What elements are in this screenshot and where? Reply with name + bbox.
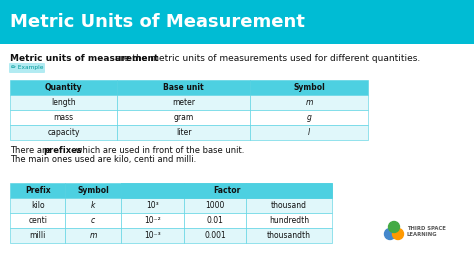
Bar bbox=[121, 213, 183, 228]
Bar bbox=[0, 0, 474, 44]
Text: capacity: capacity bbox=[47, 128, 80, 137]
Bar bbox=[10, 80, 118, 95]
Text: Symbol: Symbol bbox=[293, 83, 325, 92]
Text: ✏ Example: ✏ Example bbox=[11, 65, 43, 70]
Bar bbox=[65, 183, 121, 198]
Text: milli: milli bbox=[29, 231, 46, 240]
Text: kilo: kilo bbox=[31, 201, 45, 210]
Bar bbox=[250, 110, 368, 125]
Text: Metric units of measurement: Metric units of measurement bbox=[10, 54, 158, 63]
Text: hundredth: hundredth bbox=[269, 216, 310, 225]
Bar bbox=[65, 213, 121, 228]
Bar bbox=[10, 125, 118, 140]
Bar bbox=[118, 80, 250, 95]
Bar bbox=[10, 110, 118, 125]
Text: centi: centi bbox=[28, 216, 47, 225]
Text: 10³: 10³ bbox=[146, 201, 159, 210]
Text: l: l bbox=[308, 128, 310, 137]
Text: length: length bbox=[51, 98, 76, 107]
Text: THIRD SPACE: THIRD SPACE bbox=[407, 226, 446, 232]
Text: Factor: Factor bbox=[213, 186, 240, 195]
Bar bbox=[121, 228, 183, 243]
Text: m: m bbox=[305, 98, 313, 107]
Bar bbox=[183, 213, 246, 228]
Text: 0.001: 0.001 bbox=[204, 231, 226, 240]
Bar bbox=[65, 198, 121, 213]
Bar bbox=[121, 183, 332, 198]
Text: thousand: thousand bbox=[271, 201, 307, 210]
Bar bbox=[183, 183, 246, 198]
Text: thousandth: thousandth bbox=[267, 231, 311, 240]
Text: 10⁻²: 10⁻² bbox=[144, 216, 161, 225]
Text: prefixes: prefixes bbox=[43, 146, 82, 155]
Text: m: m bbox=[90, 231, 97, 240]
Bar bbox=[10, 213, 65, 228]
Text: 10⁻³: 10⁻³ bbox=[144, 231, 161, 240]
Text: g: g bbox=[307, 113, 311, 122]
Bar bbox=[65, 228, 121, 243]
Bar bbox=[118, 125, 250, 140]
Bar bbox=[121, 183, 183, 198]
Text: 0.01: 0.01 bbox=[207, 216, 223, 225]
Text: which are used in front of the base unit.: which are used in front of the base unit… bbox=[73, 146, 244, 155]
Text: The main ones used are kilo, centi and milli.: The main ones used are kilo, centi and m… bbox=[10, 155, 196, 164]
Bar bbox=[121, 198, 183, 213]
Text: are the metric units of measurements used for different quantities.: are the metric units of measurements use… bbox=[112, 54, 420, 63]
Text: Symbol: Symbol bbox=[77, 186, 109, 195]
Bar bbox=[10, 198, 65, 213]
Text: 1000: 1000 bbox=[205, 201, 225, 210]
Bar bbox=[250, 125, 368, 140]
Text: Prefix: Prefix bbox=[25, 186, 51, 195]
Bar bbox=[10, 228, 65, 243]
Bar bbox=[10, 95, 118, 110]
Circle shape bbox=[392, 229, 403, 240]
Bar bbox=[183, 228, 246, 243]
FancyBboxPatch shape bbox=[9, 63, 45, 73]
Bar bbox=[246, 183, 332, 198]
Bar bbox=[250, 95, 368, 110]
Bar bbox=[246, 198, 332, 213]
Bar bbox=[250, 80, 368, 95]
Text: There are: There are bbox=[10, 146, 53, 155]
Text: Metric Units of Measurement: Metric Units of Measurement bbox=[10, 13, 305, 31]
Text: gram: gram bbox=[173, 113, 194, 122]
Bar bbox=[246, 228, 332, 243]
Text: Base unit: Base unit bbox=[164, 83, 204, 92]
Text: liter: liter bbox=[176, 128, 191, 137]
Bar bbox=[10, 183, 65, 198]
Text: k: k bbox=[91, 201, 95, 210]
Bar bbox=[118, 110, 250, 125]
Text: meter: meter bbox=[172, 98, 195, 107]
Circle shape bbox=[389, 221, 400, 233]
Text: LEARNING: LEARNING bbox=[407, 233, 438, 237]
Circle shape bbox=[384, 229, 395, 240]
Bar bbox=[246, 213, 332, 228]
Bar bbox=[118, 95, 250, 110]
Bar bbox=[183, 198, 246, 213]
Text: c: c bbox=[91, 216, 95, 225]
Text: mass: mass bbox=[54, 113, 74, 122]
Text: Quantity: Quantity bbox=[45, 83, 82, 92]
